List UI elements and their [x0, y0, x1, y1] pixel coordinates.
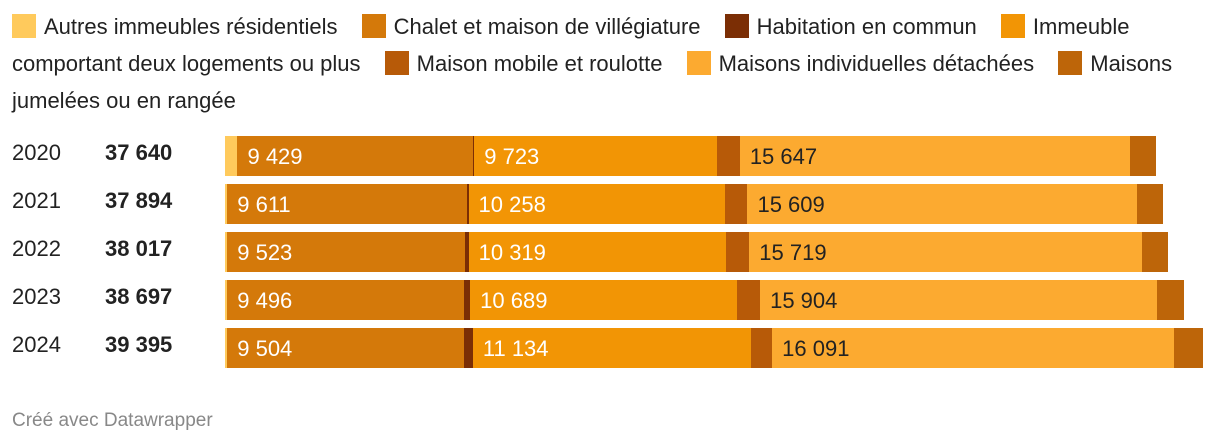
bar-segment [749, 232, 1142, 272]
year-label: 2022 [12, 236, 61, 261]
bar-segment [772, 328, 1174, 368]
bar-segment [225, 136, 238, 176]
bar-segment [227, 280, 465, 320]
legend-swatch [12, 14, 36, 38]
bar-row: 2020 37 640 9 429 9 723 15 647 [0, 132, 1220, 180]
footer-credit: Créé avec Datawrapper [12, 410, 213, 431]
bar-segment [464, 232, 469, 272]
total-label: 39 395 [105, 332, 173, 357]
total-label: 37 640 [105, 140, 173, 165]
year-label: 2024 [12, 332, 61, 357]
bar-segment [464, 280, 471, 320]
legend-item: Autres immeubles résidentiels [12, 14, 337, 39]
legend: Autres immeubles résidentiels Chalet et … [12, 8, 1212, 119]
bar-segment [1141, 232, 1169, 272]
segment-value-label: 10 689 [480, 288, 548, 313]
bar-segment [472, 328, 751, 368]
segment-value-label: 16 091 [782, 336, 850, 361]
bar-segment [464, 328, 473, 368]
total-label: 38 697 [105, 284, 173, 309]
legend-label: Chalet et maison de villégiature [393, 14, 701, 39]
bar-segment [470, 280, 737, 320]
legend-swatch [361, 14, 386, 38]
legend-item: Maisons jumelées ou en rangée [12, 51, 1172, 113]
segment-value-label: 9 429 [247, 144, 303, 169]
bar-segment [467, 184, 469, 224]
bar-segment [750, 328, 773, 368]
segment-value-label: 11 134 [482, 336, 549, 361]
legend-swatch [1058, 51, 1083, 75]
bar-segment [760, 280, 1157, 320]
bar-segment [472, 136, 475, 176]
bar-row: 2022 38 017 9 523 10 319 15 719 [0, 228, 1220, 276]
bar-segment [736, 280, 761, 320]
legend-label: Immeuble comportant deux logements ou pl… [12, 14, 1130, 76]
bar-segment [1130, 136, 1156, 176]
bar-segment [225, 328, 228, 368]
bar-segment [468, 184, 725, 224]
segment-value-label: 9 504 [237, 336, 293, 361]
legend-label: Autres immeubles résidentiels [44, 14, 338, 39]
bar-segment [227, 328, 465, 368]
bar-segment [1136, 184, 1163, 224]
legend-swatch [724, 14, 749, 38]
bar-segment [227, 232, 465, 272]
year-label: 2023 [12, 284, 61, 309]
bar-segment [1173, 328, 1204, 368]
bar-segment [225, 280, 228, 320]
segment-value-label: 10 319 [478, 240, 546, 265]
segment-value-label: 9 611 [237, 192, 291, 217]
bar-segment [716, 136, 740, 176]
bar-segment [1156, 280, 1185, 320]
bar-row: 2023 38 697 9 496 10 689 15 904 [0, 276, 1220, 324]
legend-item: Maison mobile et roulotte [384, 51, 663, 76]
legend-item: Habitation en commun [724, 14, 977, 39]
year-label: 2020 [12, 140, 61, 165]
total-label: 38 017 [105, 236, 173, 261]
segment-value-label: 15 647 [749, 144, 818, 169]
segment-value-label: 15 719 [759, 240, 827, 265]
bar-segment [724, 184, 748, 224]
segment-value-label: 10 258 [478, 192, 546, 217]
legend-swatch [686, 51, 711, 75]
legend-item: Maisons individuelles détachées [686, 51, 1035, 76]
legend-item: Chalet et maison de villégiature [361, 14, 701, 39]
segment-value-label: 9 496 [237, 288, 293, 313]
legend-item: Immeuble comportant deux logements ou pl… [12, 14, 1130, 76]
bar-segment [468, 232, 727, 272]
segment-value-label: 15 904 [770, 288, 838, 313]
bar-row: 2024 39 395 9 504 11 134 16 091 [0, 324, 1220, 372]
year-label: 2021 [12, 188, 61, 213]
bar-segment [227, 184, 468, 224]
legend-swatch [1000, 14, 1025, 38]
segment-value-label: 9 723 [484, 144, 540, 169]
legend-swatch [384, 51, 409, 75]
segment-value-label: 15 609 [757, 192, 825, 217]
bar-row: 2021 37 894 9 611 10 258 15 609 [0, 180, 1220, 228]
bar-segment [739, 136, 1131, 176]
legend-label: Habitation en commun [756, 14, 977, 39]
bar-segment [225, 232, 228, 272]
bar-segment [237, 136, 473, 176]
bar-segment [726, 232, 750, 272]
bar-segment [747, 184, 1137, 224]
legend-label: Maisons individuelles détachées [718, 51, 1035, 76]
legend-label: Maison mobile et roulotte [416, 51, 663, 76]
bar-segment [474, 136, 717, 176]
total-label: 37 894 [105, 188, 173, 213]
segment-value-label: 9 523 [237, 240, 293, 265]
bar-segment [225, 184, 228, 224]
legend-label: Maisons jumelées ou en rangée [12, 51, 1173, 113]
